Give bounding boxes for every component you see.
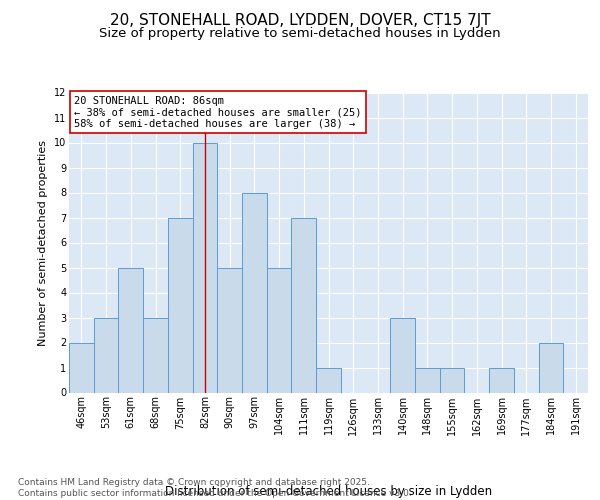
Text: 20 STONEHALL ROAD: 86sqm
← 38% of semi-detached houses are smaller (25)
58% of s: 20 STONEHALL ROAD: 86sqm ← 38% of semi-d… (74, 96, 362, 128)
Text: Size of property relative to semi-detached houses in Lydden: Size of property relative to semi-detach… (99, 28, 501, 40)
Y-axis label: Number of semi-detached properties: Number of semi-detached properties (38, 140, 48, 346)
Bar (440, 368, 464, 392)
Bar (316, 368, 341, 392)
Text: 20, STONEHALL ROAD, LYDDEN, DOVER, CT15 7JT: 20, STONEHALL ROAD, LYDDEN, DOVER, CT15 … (110, 12, 490, 28)
Bar (168, 218, 193, 392)
Bar (69, 342, 94, 392)
Bar (390, 318, 415, 392)
Bar (143, 318, 168, 392)
Bar (292, 218, 316, 392)
X-axis label: Distribution of semi-detached houses by size in Lydden: Distribution of semi-detached houses by … (165, 484, 492, 498)
Bar (193, 142, 217, 392)
Text: Contains HM Land Registry data © Crown copyright and database right 2025.
Contai: Contains HM Land Registry data © Crown c… (18, 478, 412, 498)
Bar (489, 368, 514, 392)
Bar (242, 192, 267, 392)
Bar (217, 268, 242, 392)
Bar (118, 268, 143, 392)
Bar (94, 318, 118, 392)
Bar (267, 268, 292, 392)
Bar (415, 368, 440, 392)
Bar (539, 342, 563, 392)
